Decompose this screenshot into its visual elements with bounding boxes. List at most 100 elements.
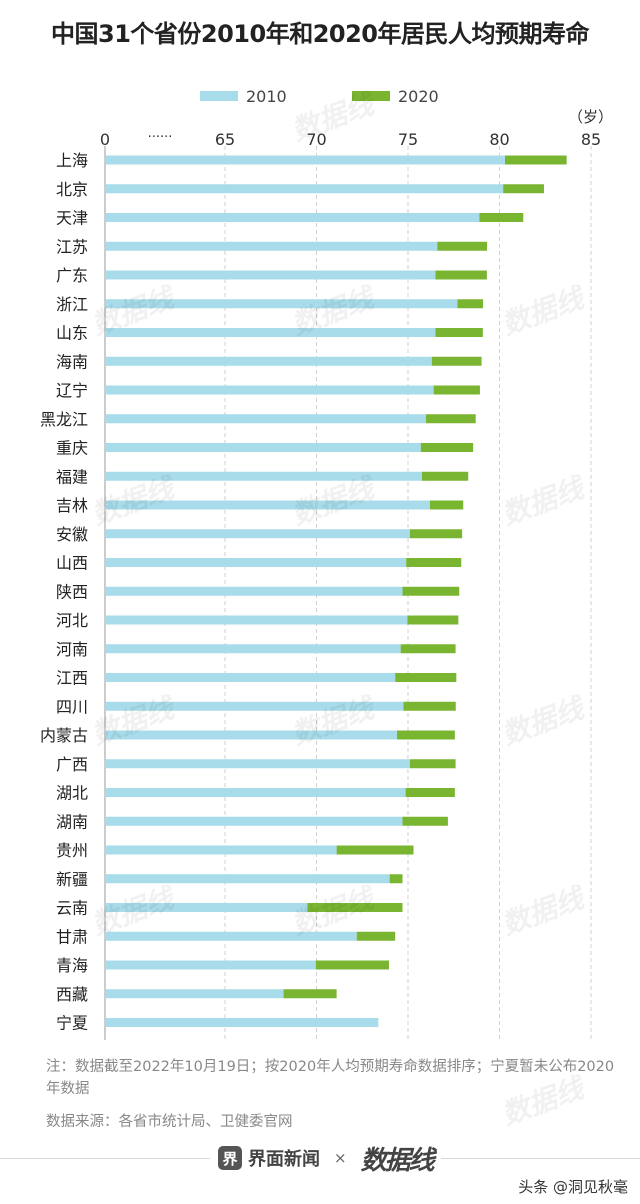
bar-2010 <box>105 874 390 884</box>
category-label: 山西 <box>56 554 88 573</box>
bar-2020 <box>336 845 414 855</box>
bar-2020 <box>409 529 463 539</box>
legend-label-2010: 2010 <box>246 86 287 106</box>
bar-2010 <box>105 213 480 222</box>
chart-title: 中国31个省份2010年和2020年居民人均预期寿命 <box>51 20 590 48</box>
category-label: 广东 <box>56 266 88 285</box>
bar-2020 <box>435 328 483 337</box>
bar-2010 <box>105 184 504 194</box>
bar-2020 <box>435 270 487 280</box>
bar-2010 <box>105 155 505 165</box>
category-label: 西藏 <box>56 985 88 1004</box>
category-label: 四川 <box>56 697 88 716</box>
bar-2020 <box>402 816 448 826</box>
bar-2020 <box>356 931 396 941</box>
category-label: 安徽 <box>56 525 88 544</box>
category-label: 湖北 <box>56 784 88 803</box>
bar-2020 <box>429 500 464 510</box>
shujuxian-logo: 数据线 <box>360 1145 435 1176</box>
credit-text: 头条 @洞见秋毫 <box>518 1178 628 1196</box>
bar-2010 <box>105 558 407 567</box>
bar-2020 <box>504 155 567 165</box>
bar-2020 <box>400 644 456 654</box>
category-label: 新疆 <box>56 870 88 889</box>
bar-2020 <box>397 730 455 740</box>
x-tick-label: 75 <box>398 130 418 149</box>
bar-2010 <box>105 903 308 912</box>
bar-2020 <box>457 299 484 309</box>
bar-2020 <box>403 701 456 711</box>
category-label: 黑龙江 <box>40 410 88 429</box>
category-label: 吉林 <box>56 496 88 515</box>
category-label: 浙江 <box>56 295 88 314</box>
category-label: 福建 <box>56 467 88 486</box>
bar-2010 <box>105 615 408 625</box>
category-label: 内蒙古 <box>40 726 88 745</box>
category-label: 青海 <box>56 956 88 975</box>
category-label: 江西 <box>56 669 88 688</box>
bar-2010 <box>105 730 398 740</box>
category-label: 河北 <box>56 611 88 630</box>
category-label: 重庆 <box>56 439 88 458</box>
bar-2010 <box>105 701 404 711</box>
bar-2010 <box>105 270 436 280</box>
unit-label: （岁） <box>568 108 614 126</box>
bar-2020 <box>425 414 476 424</box>
category-label: 甘肃 <box>56 927 88 946</box>
bar-2010 <box>105 673 396 682</box>
footnote: 注：数据截至2022年10月19日；按2020年人均预期寿命数据排序；宁夏暂未公… <box>46 1059 615 1097</box>
legend-swatch-2010 <box>200 91 238 101</box>
bar-2020 <box>405 788 455 797</box>
bar-2010 <box>105 529 410 539</box>
bar-2020 <box>420 443 474 452</box>
bar-2010 <box>105 356 432 366</box>
category-label: 上海 <box>56 151 88 170</box>
bar-2020 <box>406 558 462 567</box>
jiemian-logo-icon: 界 <box>218 1146 242 1170</box>
chart-plot: 0 65 70 75 80 85 ······ 上海北京天津江苏广东浙江山东海南辽宁黑龙江重庆… <box>40 130 601 1040</box>
bar-2020 <box>395 673 457 682</box>
bar-2010 <box>105 1018 379 1027</box>
bar-2010 <box>105 414 426 424</box>
bar-2010 <box>105 443 421 452</box>
bar-2010 <box>105 816 403 826</box>
x-tick-label: 85 <box>581 130 601 149</box>
bar-2020 <box>431 356 482 366</box>
bar-2010 <box>105 500 430 510</box>
category-label: 辽宁 <box>56 381 88 400</box>
bar-2010 <box>105 644 401 654</box>
bar-2010 <box>105 471 422 481</box>
legend-label-2020: 2020 <box>398 86 439 106</box>
category-label: 山东 <box>56 324 88 343</box>
bar-2020 <box>283 989 337 999</box>
category-label: 宁夏 <box>56 1014 88 1033</box>
x-tick-label: 70 <box>306 130 326 149</box>
bar-2020 <box>479 213 524 222</box>
x-tick-label: 0 <box>100 130 110 149</box>
bar-2020 <box>437 241 488 251</box>
category-label: 海南 <box>56 352 88 371</box>
legend-item-2020: 2020 <box>352 84 439 108</box>
category-label: 贵州 <box>56 841 88 860</box>
bar-2010 <box>105 385 434 395</box>
legend-swatch-2020 <box>352 91 390 101</box>
bar-2020 <box>407 615 459 625</box>
category-label: 天津 <box>56 209 88 228</box>
axis-break-marker: ······ <box>148 130 173 145</box>
brand-times: × <box>334 1149 347 1167</box>
bar-2020 <box>503 184 544 194</box>
category-label: 陕西 <box>56 582 88 601</box>
category-label: 湖南 <box>56 812 88 831</box>
bar-2020 <box>421 471 469 481</box>
bar-2020 <box>307 903 403 912</box>
category-label: 河南 <box>56 640 88 659</box>
footer-brand: 界 界面新闻 × 数据线 <box>210 1140 441 1176</box>
category-label: 江苏 <box>56 237 88 256</box>
category-label: 广西 <box>56 755 88 774</box>
legend-item-2010: 2010 <box>200 84 287 108</box>
data-source: 数据来源：各省市统计局、卫健委官网 <box>46 1114 293 1130</box>
bar-2020 <box>433 385 480 395</box>
bar-2010 <box>105 989 284 999</box>
bar-2010 <box>105 788 406 797</box>
bar-2010 <box>105 759 410 769</box>
